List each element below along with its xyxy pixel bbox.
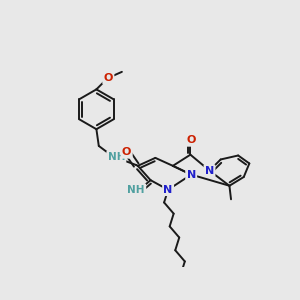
Text: O: O [187,135,196,145]
Text: O: O [104,73,113,83]
Text: N: N [205,166,214,176]
Text: N: N [164,185,173,195]
Text: NH: NH [128,185,145,195]
Text: N: N [187,169,196,180]
Text: O: O [122,147,131,157]
Text: NH: NH [108,152,125,162]
